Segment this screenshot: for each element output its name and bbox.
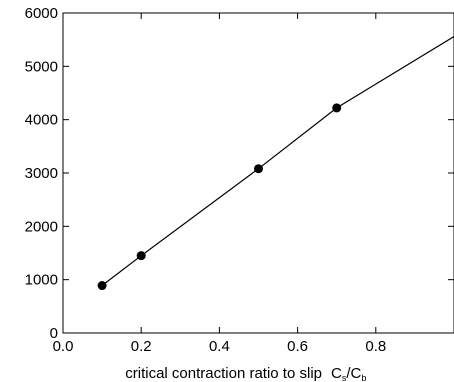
y-tick-label: 3000 bbox=[25, 165, 58, 182]
y-tick-label: 0 bbox=[50, 325, 58, 342]
y-tick-label: 2000 bbox=[25, 218, 58, 235]
x-tick-label: 0.6 bbox=[287, 338, 308, 355]
y-tick-label: 4000 bbox=[25, 112, 58, 129]
x-axis-symbol: Cs/Cb bbox=[331, 365, 366, 382]
x-axis-symbol-slash: / bbox=[346, 365, 351, 382]
x-axis-symbol-sub-b: b bbox=[361, 373, 366, 382]
y-axis: 0 1000 2000 3000 4000 5000 6000 bbox=[25, 5, 454, 342]
data-point bbox=[97, 281, 107, 291]
series-line bbox=[101, 35, 454, 286]
x-axis-symbol-c2: C bbox=[351, 365, 362, 382]
data-point bbox=[254, 164, 263, 174]
x-tick-label: 0.4 bbox=[209, 338, 230, 355]
x-tick-label: 0.0 bbox=[53, 338, 74, 355]
y-tick-label: 6000 bbox=[25, 5, 58, 22]
x-tick-label: 0.8 bbox=[365, 338, 386, 355]
data-point bbox=[332, 103, 342, 113]
x-axis-title: critical contraction ratio to slip bbox=[125, 365, 322, 382]
data-point bbox=[136, 251, 146, 261]
x-axis-title-text: critical contraction ratio to slip bbox=[125, 365, 322, 382]
x-axis-symbol-sub-s: s bbox=[342, 373, 347, 382]
y-tick-label: 1000 bbox=[25, 272, 58, 289]
x-axis: 0.0 0.2 0.4 0.6 0.8 bbox=[53, 13, 386, 355]
y-tick-label: 5000 bbox=[25, 58, 58, 75]
x-tick-label: 0.2 bbox=[131, 338, 152, 355]
series-group bbox=[97, 35, 454, 291]
x-axis-symbol-c: C bbox=[331, 365, 342, 382]
